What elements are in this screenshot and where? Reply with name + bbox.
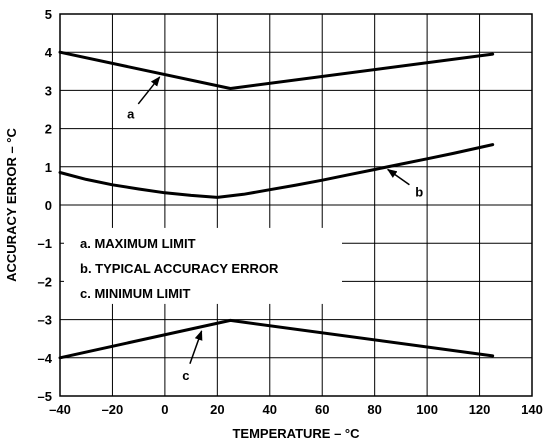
y-tick-label: 2 (45, 122, 52, 137)
callout-label-b: b (415, 185, 423, 200)
callout-arrow-b (386, 168, 410, 186)
x-axis-title: TEMPERATURE – °C (232, 426, 360, 441)
x-tick-label: 100 (416, 402, 438, 417)
grid-layer (59, 13, 533, 397)
series-line-c (58, 318, 495, 360)
series-line-b (58, 143, 495, 199)
legend-entry: a. MAXIMUM LIMIT (80, 236, 196, 251)
callout-label-a: a (127, 106, 135, 121)
x-tick-label: –20 (102, 402, 124, 417)
y-tick-label: 4 (45, 45, 53, 60)
y-tick-label: 1 (45, 160, 52, 175)
y-tick-label: –4 (38, 351, 53, 366)
y-tick-label: –3 (38, 313, 52, 328)
x-tick-label: 40 (263, 402, 277, 417)
y-tick-label: –5 (38, 389, 52, 404)
legend: a. MAXIMUM LIMIT b. TYPICAL ACCURACY ERRO… (64, 227, 342, 304)
legend-entry: c. MINIMUM LIMIT (80, 286, 191, 301)
callout-arrow-c (189, 330, 203, 364)
y-tick-label: 5 (45, 7, 52, 22)
x-tick-label: 20 (210, 402, 224, 417)
x-tick-label: 0 (161, 402, 168, 417)
series-layer (58, 50, 495, 360)
y-tick-label: –2 (38, 274, 52, 289)
y-axis-title: ACCURACY ERROR – °C (4, 128, 19, 282)
callout-label-c: c (182, 368, 189, 383)
plot-frame (59, 13, 533, 397)
y-tick-label: 3 (45, 83, 52, 98)
legend-entry: b. TYPICAL ACCURACY ERROR (80, 261, 279, 276)
callout-arrow-a (137, 76, 161, 105)
legend-background (64, 227, 342, 304)
x-tick-label: 80 (367, 402, 381, 417)
x-tick-label: 60 (315, 402, 329, 417)
x-tick-label: 140 (521, 402, 543, 417)
x-tick-label: 120 (469, 402, 491, 417)
x-tick-label: –40 (49, 402, 71, 417)
callout-layer: a b c (127, 76, 423, 383)
y-tick-label: 0 (45, 198, 52, 213)
series-line-a (58, 50, 495, 90)
y-tick-label: –1 (38, 236, 52, 251)
tick-labels: –40 –20 0 20 40 60 80 100 120 140 5 4 3 2 1 0 –1 –2 –3 –4 –5 (38, 7, 543, 417)
plot-border (59, 13, 533, 397)
